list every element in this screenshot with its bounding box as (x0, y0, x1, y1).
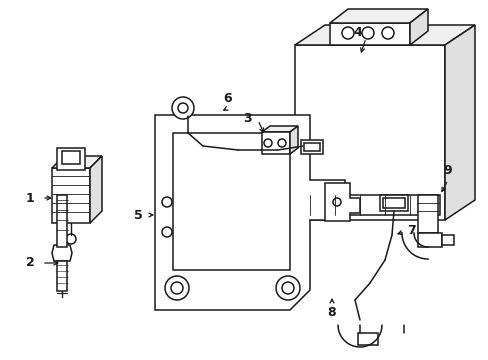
Polygon shape (294, 25, 474, 45)
Bar (57, 195, 67, 247)
Text: 6: 6 (223, 91, 232, 104)
Polygon shape (329, 23, 409, 45)
Bar (304, 143, 319, 151)
Circle shape (341, 27, 353, 39)
Circle shape (282, 282, 293, 294)
Bar (57, 148, 85, 170)
Polygon shape (289, 126, 297, 154)
Polygon shape (52, 245, 72, 261)
Circle shape (361, 27, 373, 39)
Polygon shape (90, 156, 102, 223)
Polygon shape (52, 156, 102, 168)
Text: 1: 1 (25, 192, 34, 204)
Text: 7: 7 (407, 224, 415, 237)
Circle shape (162, 227, 172, 237)
Polygon shape (409, 9, 427, 45)
Polygon shape (155, 115, 345, 310)
Bar (301, 140, 323, 154)
Bar (57, 261, 67, 291)
Polygon shape (52, 168, 90, 223)
Text: 5: 5 (133, 208, 142, 221)
Polygon shape (325, 183, 359, 221)
Circle shape (275, 276, 299, 300)
Text: 9: 9 (443, 163, 451, 176)
Text: 2: 2 (25, 256, 34, 270)
Circle shape (381, 27, 393, 39)
Circle shape (264, 139, 271, 147)
Circle shape (178, 103, 187, 113)
Bar (357, 333, 377, 345)
Bar (382, 198, 404, 208)
Circle shape (172, 97, 194, 119)
Bar (299, 195, 439, 215)
Polygon shape (173, 133, 289, 270)
Polygon shape (294, 45, 444, 220)
Bar (379, 195, 407, 211)
Polygon shape (417, 233, 441, 247)
Polygon shape (329, 9, 427, 23)
Circle shape (278, 139, 285, 147)
Text: 3: 3 (243, 112, 252, 125)
Circle shape (66, 234, 76, 244)
Polygon shape (262, 132, 289, 154)
Polygon shape (262, 126, 297, 132)
Circle shape (162, 197, 172, 207)
Circle shape (171, 282, 183, 294)
Circle shape (164, 276, 189, 300)
Circle shape (332, 198, 340, 206)
Text: 8: 8 (327, 306, 336, 319)
Bar (62, 151, 80, 164)
Bar (441, 235, 453, 245)
Polygon shape (417, 195, 437, 233)
Polygon shape (444, 25, 474, 220)
Text: 4: 4 (353, 26, 362, 39)
